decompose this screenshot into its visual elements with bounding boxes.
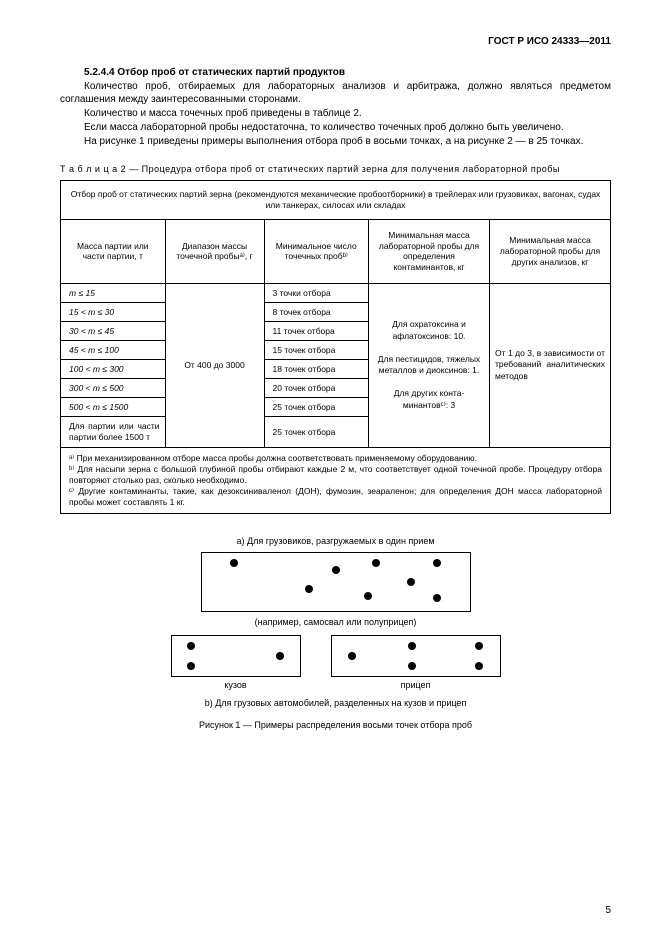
sample-point-dot	[433, 594, 441, 602]
cell-points: 3 точки отбора	[264, 283, 369, 302]
cell-mass: m ≤ 15	[61, 283, 166, 302]
sample-point-dot	[408, 642, 416, 650]
table-caption: Т а б л и ц а 2 — Процедура отбора проб …	[60, 164, 611, 174]
cell-points: 20 точек отбора	[264, 378, 369, 397]
cell-mass: 500 < m ≤ 1500	[61, 397, 166, 416]
cell-mass: 45 < m ≤ 100	[61, 340, 166, 359]
figure1-caption-b: b) Для грузовых автомобилей, разделенных…	[60, 698, 611, 708]
sample-point-dot	[187, 642, 195, 650]
footnote-c: ᶜ⁾ Другие контаминанты, такие, как дезок…	[69, 486, 602, 508]
footnote-b: ᵇ⁾ Для насыпи зерна с большой глубиной п…	[69, 464, 602, 486]
cell-mass: 15 < m ≤ 30	[61, 302, 166, 321]
section-number: 5.2.4.4	[84, 67, 115, 78]
col-head-5: Минимальная масса лабораторной пробы для…	[490, 220, 611, 284]
cell-points: 11 точек отбора	[264, 321, 369, 340]
paragraph: Если масса лабораторной пробы недостаточ…	[60, 121, 611, 134]
diagram-box-b2	[331, 635, 501, 677]
figure1-sub-a: (например, самосвал или полуприцеп)	[60, 617, 611, 627]
figure1-main-caption: Рисунок 1 — Примеры распределения восьми…	[60, 720, 611, 730]
sample-point-dot	[332, 566, 340, 574]
sample-point-dot	[433, 559, 441, 567]
doc-id: ГОСТ Р ИСО 24333—2011	[60, 36, 611, 47]
sample-point-dot	[475, 662, 483, 670]
table-title: Отбор проб от статических партий зерна (…	[61, 181, 611, 220]
cell-points: 18 точек отбора	[264, 359, 369, 378]
cell-other: От 1 до 3, в зависимости от требований а…	[490, 283, 611, 447]
sample-point-dot	[372, 559, 380, 567]
diagram-box-b1	[171, 635, 301, 677]
col-head-4: Минимальная масса лабораторной пробы для…	[369, 220, 490, 284]
paragraph: На рисунке 1 приведены примеры выполнени…	[60, 135, 611, 148]
page-number: 5	[605, 905, 611, 916]
cell-points: 15 точек отбора	[264, 340, 369, 359]
figure1-caption-a: a) Для грузовиков, разгружаемых в один п…	[60, 536, 611, 546]
cell-mass: Для партии или части партии более 1500 т	[61, 416, 166, 447]
cell-mass: 30 < m ≤ 45	[61, 321, 166, 340]
table-2: Отбор проб от статических партий зерна (…	[60, 180, 611, 514]
label-прицеп: прицеп	[331, 680, 501, 690]
cell-points: 25 точек отбора	[264, 416, 369, 447]
cell-contam: Для охратоксина и афлатоксинов: 10. Для …	[369, 283, 490, 447]
cell-mass: 100 < m ≤ 300	[61, 359, 166, 378]
paragraph: Количество и масса точечных проб приведе…	[60, 107, 611, 120]
label-kузов: кузов	[171, 680, 301, 690]
diagram-box-a	[201, 552, 471, 612]
cell-points: 25 точек отбора	[264, 397, 369, 416]
cell-points: 8 точек отбора	[264, 302, 369, 321]
sample-point-dot	[407, 578, 415, 586]
sample-point-dot	[364, 592, 372, 600]
table-footnotes: ᵃ⁾ При механизированном отборе масса про…	[61, 447, 611, 513]
sample-point-dot	[230, 559, 238, 567]
cell-mass: 300 < m ≤ 500	[61, 378, 166, 397]
section-heading: 5.2.4.4 Отбор проб от статических партий…	[60, 67, 611, 78]
table-caption-text: Процедура отбора проб от статических пар…	[142, 164, 560, 174]
sample-point-dot	[348, 652, 356, 660]
col-head-3: Минимальное число точечных пробᵇ⁾	[264, 220, 369, 284]
col-head-1: Масса партии или части партии, т	[61, 220, 166, 284]
section-title: Отбор проб от статических партий продукт…	[117, 67, 345, 78]
sample-point-dot	[187, 662, 195, 670]
sample-point-dot	[276, 652, 284, 660]
sample-point-dot	[408, 662, 416, 670]
table-caption-prefix: Т а б л и ц а 2 —	[60, 164, 142, 174]
paragraph: Количество проб, отбираемых для лаборато…	[60, 80, 611, 106]
sample-point-dot	[305, 585, 313, 593]
footnote-a: ᵃ⁾ При механизированном отборе масса про…	[69, 453, 602, 464]
sample-point-dot	[475, 642, 483, 650]
cell-range: От 400 до 3000	[165, 283, 264, 447]
col-head-2: Диапазон массы точечной пробыᵃ⁾, г	[165, 220, 264, 284]
